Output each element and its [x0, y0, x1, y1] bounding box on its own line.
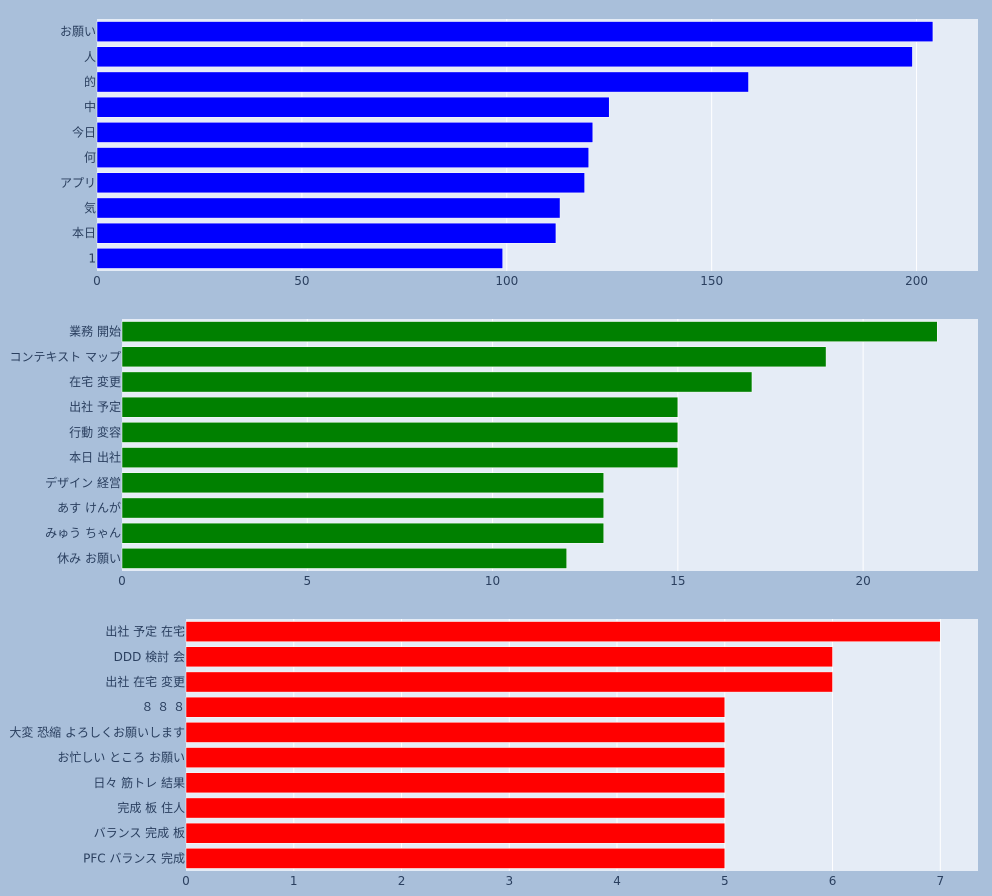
y-tick-label: 今日 [72, 124, 96, 139]
y-tick-label: アプリ [60, 176, 96, 190]
x-tick-label: 1 [290, 874, 298, 888]
bar [96, 122, 594, 143]
y-tick-label: 出社 予定 在宅 [105, 624, 185, 639]
y-tick-label: 気 [84, 200, 96, 215]
bar [96, 147, 589, 168]
bar [185, 822, 726, 844]
y-tick-label: バランス 完成 板 [94, 825, 185, 840]
x-tick-label: 3 [505, 874, 513, 888]
bar [121, 548, 567, 569]
y-tick-label: 1 [88, 251, 96, 265]
y-tick-label: 本日 [72, 226, 96, 240]
x-tick-label: 2 [398, 874, 406, 888]
bar [121, 497, 604, 519]
chart-panel-3: 0 1 2 3 4 5 6 7 出社 予定 在宅 DDD 検討 会出社 在宅 変更 ８ ８ ８ 大変 … [9, 619, 978, 888]
y-tick-label: デザイン 経営 [45, 475, 121, 490]
bar [96, 222, 557, 244]
y-tick-label: DDD 検討 会 [114, 649, 185, 664]
bar [121, 396, 679, 418]
bar [96, 248, 503, 269]
y-tick-label: みゅう ちゃん [45, 526, 121, 540]
y-tick-label: 在宅 変更 [69, 374, 121, 389]
bar [185, 747, 726, 768]
bar [96, 96, 610, 118]
bar [121, 371, 753, 393]
x-tick-label: 50 [294, 274, 309, 288]
x-tick-label: 0 [118, 574, 126, 588]
y-tick-label: お忙しい ところ お願い [57, 751, 185, 765]
bar [185, 722, 726, 743]
bar [185, 646, 833, 668]
x-tick-label: 5 [721, 874, 729, 888]
y-tick-label: コンテキスト マップ [10, 350, 121, 364]
y-tick-label: 的 [84, 74, 96, 89]
x-tick-label: 7 [936, 874, 944, 888]
y-tick-label: 日々 筋トレ 結果 [93, 775, 185, 790]
bar [185, 848, 726, 869]
y-tick-label: 業務 開始 [69, 325, 121, 339]
bar [121, 321, 938, 342]
x-tick-label: 15 [670, 574, 685, 588]
bar [121, 522, 604, 544]
bar [185, 696, 726, 718]
y-tick-label: お願い [60, 25, 96, 39]
y-tick-label: 大変 恐縮 よろしくお願いします [9, 724, 185, 739]
bar [185, 621, 941, 642]
x-tick-label: 6 [829, 874, 837, 888]
bar [185, 797, 726, 819]
x-tick-label: 0 [93, 274, 101, 288]
x-tick-label: 150 [700, 274, 723, 288]
bar [121, 447, 679, 468]
y-tick-label: PFC バランス 完成 [83, 850, 185, 865]
y-tick-label: 中 [84, 99, 96, 114]
bar [121, 472, 604, 494]
y-tick-label: 何 [84, 151, 96, 165]
bar [96, 21, 934, 42]
y-tick-label: あす けんが [57, 500, 121, 515]
bar [185, 772, 726, 794]
x-tick-label: 10 [485, 574, 500, 588]
bar [121, 346, 827, 368]
y-tick-label: 人 [84, 50, 96, 64]
bar [121, 422, 679, 443]
y-tick-label: 完成 板 住人 [117, 800, 185, 815]
y-tick-label: ８ ８ ８ [141, 700, 185, 714]
y-tick-label: 行動 変容 [69, 424, 121, 439]
bar [185, 671, 833, 693]
x-tick-label: 5 [303, 574, 311, 588]
y-tick-label: 出社 予定 [69, 399, 121, 414]
x-tick-label: 100 [495, 274, 518, 288]
y-tick-label: 本日 出社 [69, 450, 121, 465]
x-tick-label: 20 [855, 574, 870, 588]
x-tick-label: 4 [613, 874, 621, 888]
y-tick-label: 休み お願い [57, 551, 121, 565]
bar [96, 172, 585, 194]
bar [96, 71, 749, 93]
x-tick-label: 200 [905, 274, 928, 288]
x-tick-label: 0 [182, 874, 190, 888]
bar [96, 46, 913, 68]
y-tick-label: 出社 在宅 変更 [105, 674, 185, 689]
bar [96, 197, 561, 219]
